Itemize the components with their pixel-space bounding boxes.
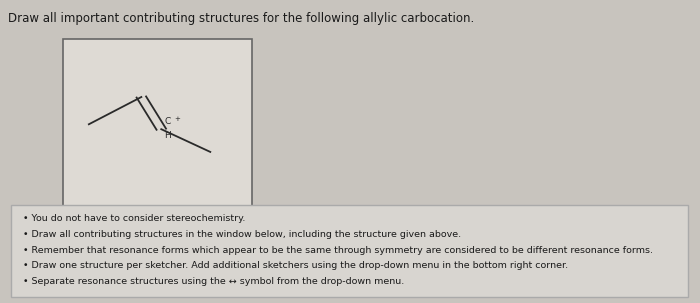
Text: Draw all important contributing structures for the following allylic carbocation: Draw all important contributing structur…	[8, 12, 475, 25]
FancyBboxPatch shape	[63, 39, 252, 212]
Text: • Remember that resonance forms which appear to be the same through symmetry are: • Remember that resonance forms which ap…	[23, 246, 653, 255]
Text: +: +	[174, 116, 180, 122]
Text: • Separate resonance structures using the ↔ symbol from the drop-down menu.: • Separate resonance structures using th…	[23, 277, 405, 286]
FancyBboxPatch shape	[10, 205, 688, 297]
Text: • Draw one structure per sketcher. Add additional sketchers using the drop-down : • Draw one structure per sketcher. Add a…	[23, 261, 568, 271]
Text: • You do not have to consider stereochemistry.: • You do not have to consider stereochem…	[23, 214, 246, 223]
Text: C: C	[164, 117, 170, 126]
Text: • Draw all contributing structures in the window below, including the structure : • Draw all contributing structures in th…	[23, 230, 461, 239]
Text: H: H	[164, 131, 171, 140]
